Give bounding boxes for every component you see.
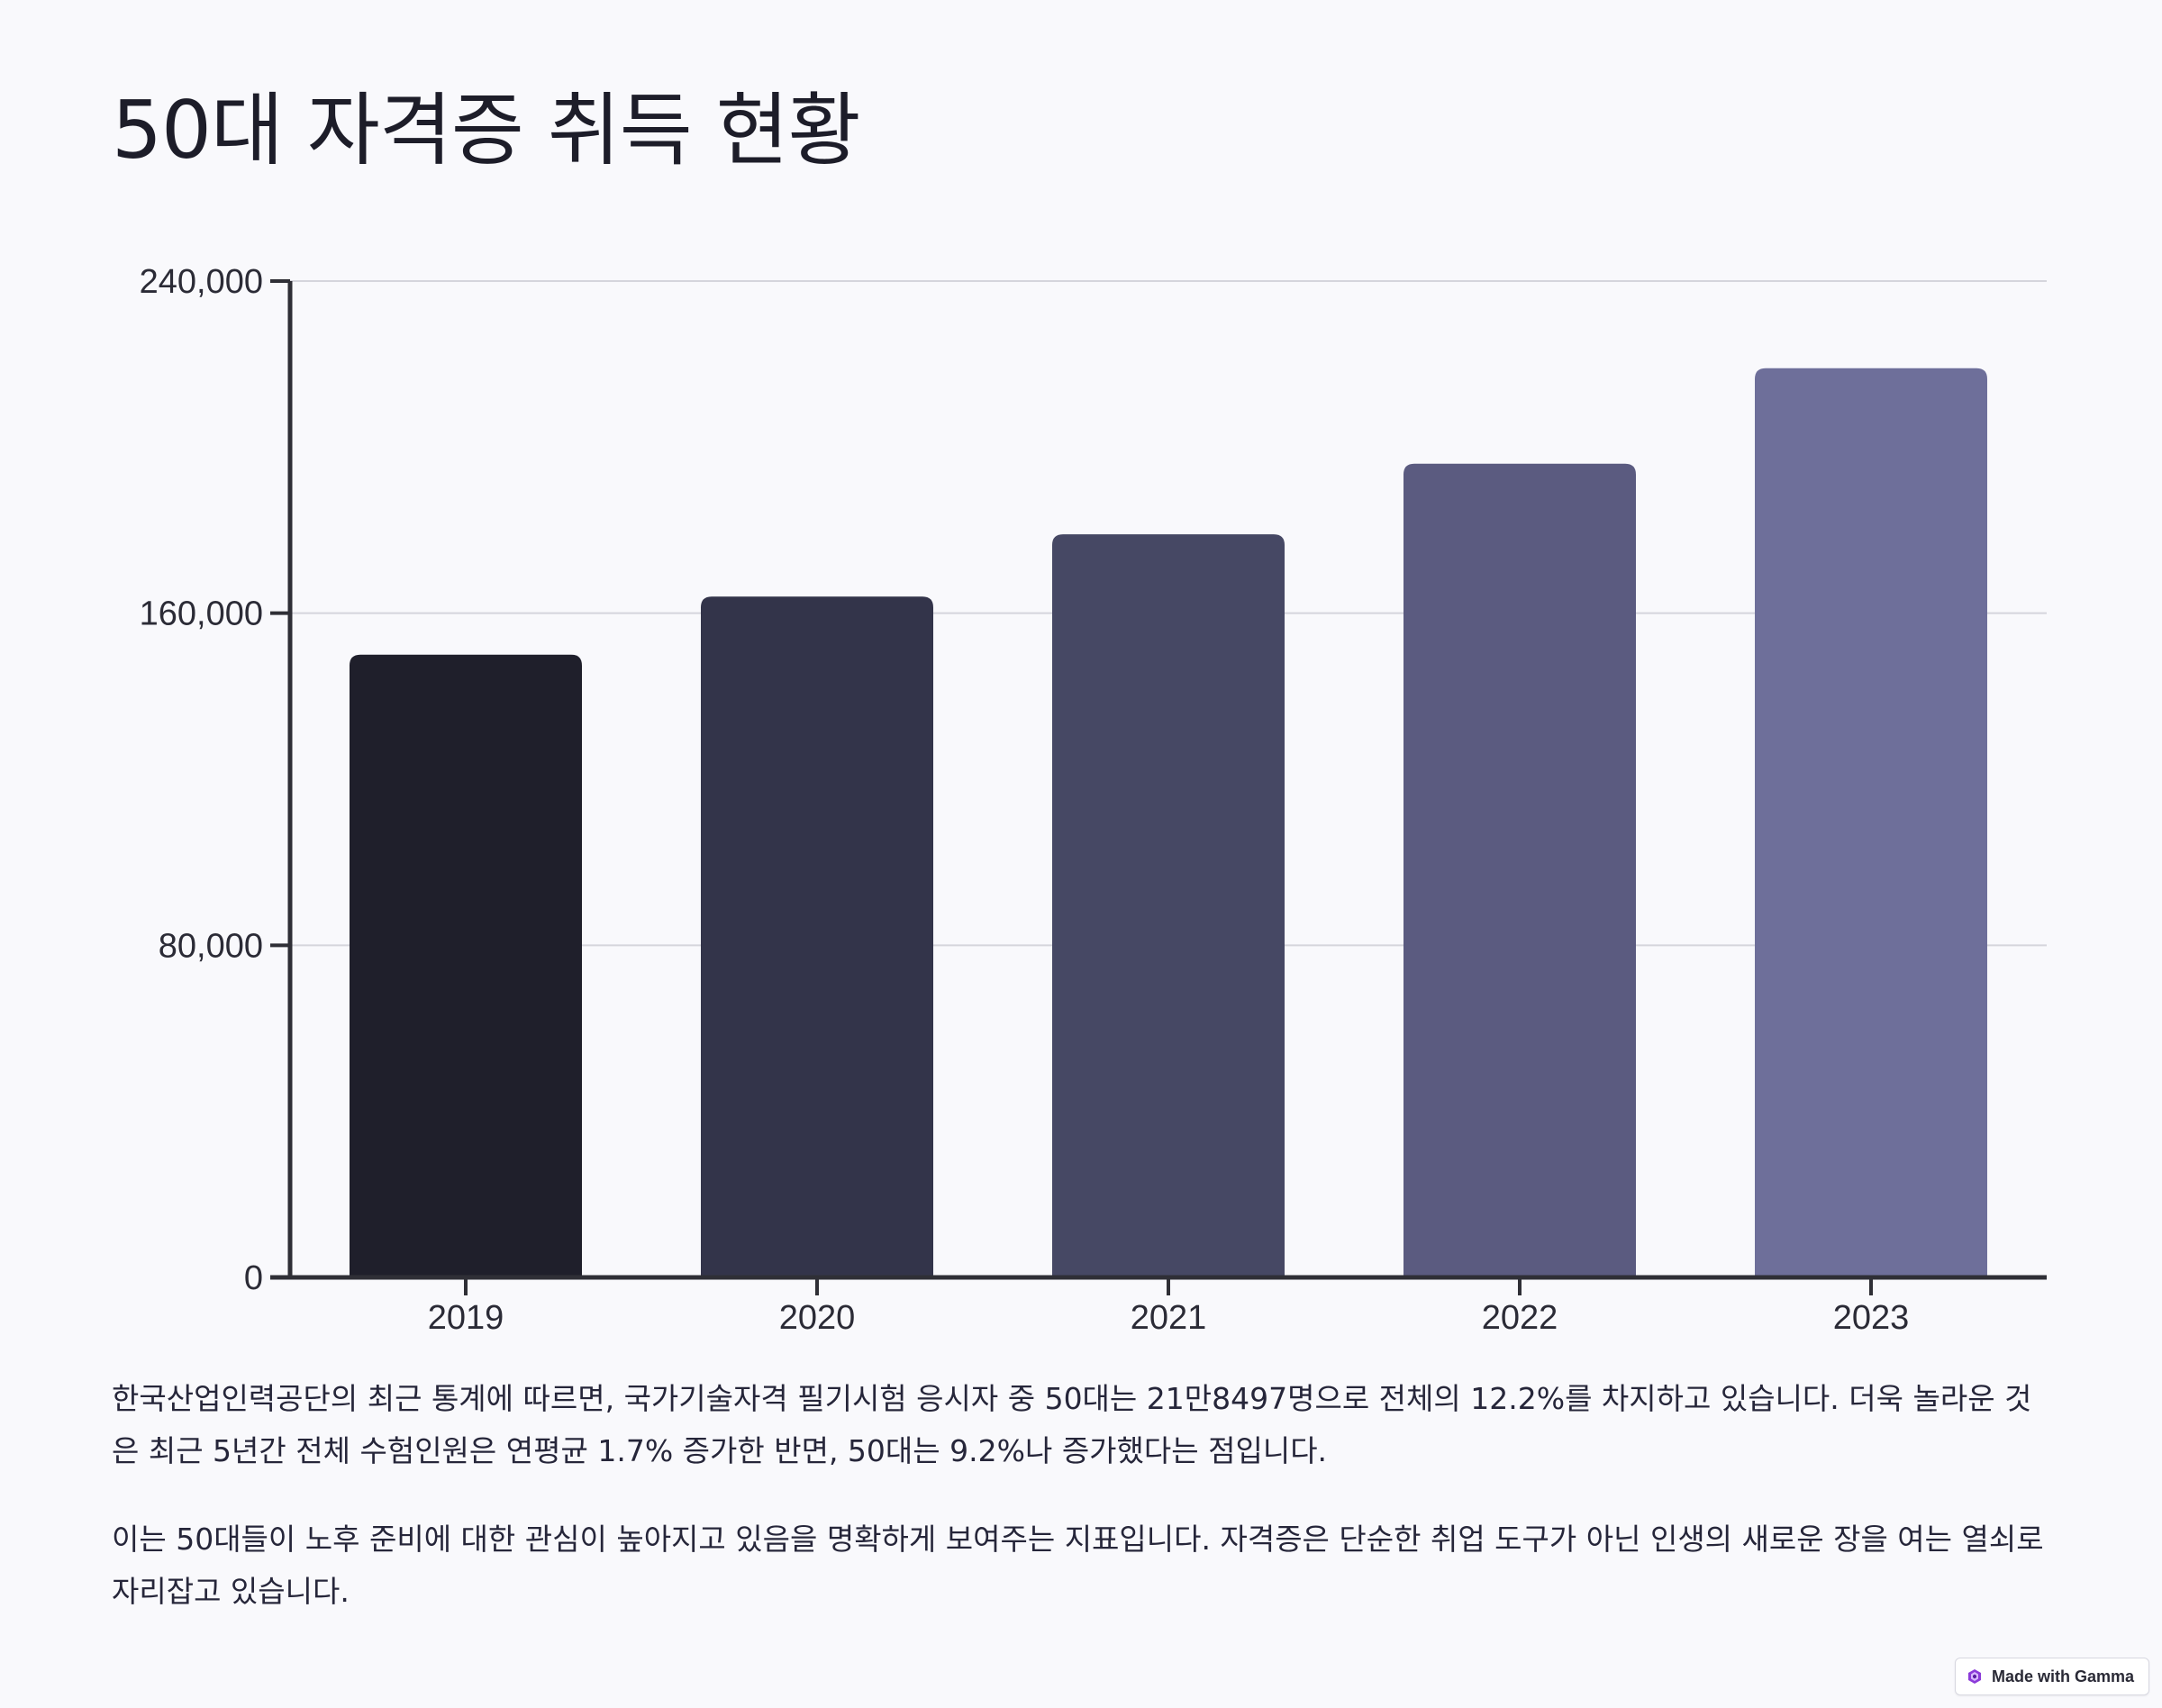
bar-2023 xyxy=(1755,368,1987,1277)
y-tick-label: 80,000 xyxy=(159,927,263,965)
y-tick-label: 240,000 xyxy=(140,263,263,301)
tick-labels: 0 80,000 160,000 240,000 2019 2020 2021 2022 202… xyxy=(140,263,1910,1337)
bars xyxy=(350,368,1987,1277)
x-tick-label: 2022 xyxy=(1482,1299,1558,1337)
description-paragraph-2: 이는 50대들이 노후 준비에 대한 관심이 높아지고 있음을 명확하게 보여주… xyxy=(112,1522,2044,1609)
made-with-gamma-badge[interactable]: Made with Gamma xyxy=(1954,1658,2149,1695)
x-tick-label: 2020 xyxy=(779,1299,856,1337)
gamma-logo-icon xyxy=(1967,1668,1983,1685)
bar-2019 xyxy=(350,654,582,1277)
description-paragraph-1: 한국산업인력공단의 최근 통계에 따르면, 국가기술자격 필기시험 응시자 중 … xyxy=(112,1381,2032,1468)
y-tick-label: 0 xyxy=(244,1259,263,1297)
y-tick-label: 160,000 xyxy=(140,595,263,633)
x-tick-label: 2023 xyxy=(1833,1299,1910,1337)
bar-chart: 0 80,000 160,000 240,000 2019 2020 2021 2022 202… xyxy=(140,263,2047,1337)
axes xyxy=(270,279,2047,1295)
bar-2021 xyxy=(1052,534,1285,1277)
x-tick-label: 2019 xyxy=(428,1299,504,1337)
page-title: 50대 자격증 취득 현황 xyxy=(112,84,861,177)
bar-2020 xyxy=(701,596,933,1277)
x-tick-label: 2021 xyxy=(1131,1299,1207,1337)
made-with-gamma-label: Made with Gamma xyxy=(1991,1667,2134,1685)
bar-2022 xyxy=(1403,463,1636,1277)
